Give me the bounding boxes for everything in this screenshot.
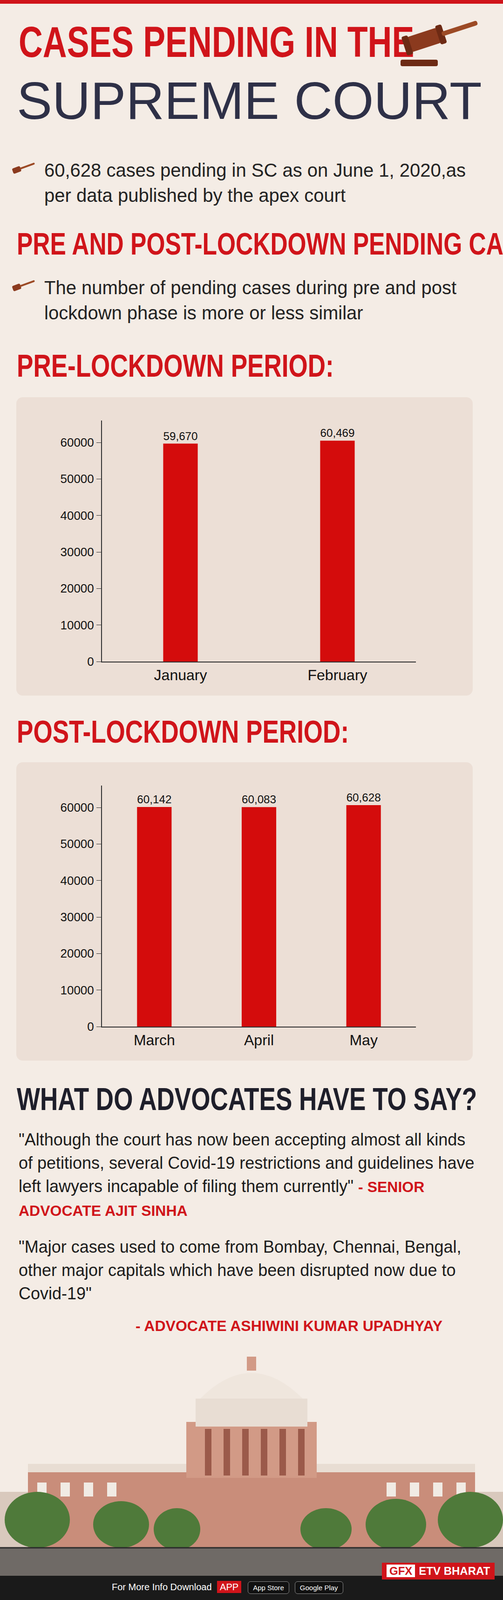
svg-text:May: May (349, 1030, 378, 1048)
html-text:Google Play: Google Play (299, 1582, 338, 1591)
svg-text:60000: 60000 (60, 435, 94, 449)
svg-text:60,628: 60,628 (346, 790, 381, 803)
svg-text:60,142: 60,142 (136, 792, 172, 805)
svg-text:0: 0 (87, 1018, 94, 1033)
svg-text:50000: 50000 (60, 836, 94, 850)
html-text:App Store: App Store (252, 1582, 285, 1591)
svg-text:April: April (244, 1030, 274, 1048)
svg-text:February: February (307, 666, 368, 683)
svg-text:40000: 40000 (60, 508, 94, 523)
html-text:ETV BHARAT: ETV BHARAT (418, 1563, 491, 1576)
svg-text:60,083: 60,083 (241, 792, 277, 805)
svg-text:March: March (133, 1030, 176, 1048)
html-text:CASES PENDING IN THE: CASES PENDING IN THE (18, 18, 415, 66)
svg-text:60000: 60000 (60, 799, 94, 814)
svg-text:20000: 20000 (60, 580, 94, 595)
svg-text:60,469: 60,469 (319, 426, 355, 439)
svg-text:January: January (154, 666, 208, 683)
html-text:For More Info Download: For More Info Download (111, 1580, 215, 1591)
svg-text:10000: 10000 (60, 982, 94, 997)
svg-text:40000: 40000 (60, 872, 94, 887)
html-text:WHAT DO ADVOCATES HAVE TO SAY?: WHAT DO ADVOCATES HAVE TO SAY? (16, 1080, 478, 1116)
html-text:60,628 cases pending in SC as: 60,628 cases pending in SC as on June 1,… (44, 159, 466, 206)
svg-text:50000: 50000 (60, 471, 94, 486)
html-text:The number of pending cases du: The number of pending cases during pre a… (44, 277, 457, 323)
html-text:- ADVOCATE ASHIWINI KUMAR UPAD: - ADVOCATE ASHIWINI KUMAR UPADHYAY (135, 1316, 443, 1333)
html-text:APP: APP (219, 1580, 239, 1591)
html-text:"Although the court has now be: "Although the court has now been accepti… (18, 1128, 475, 1218)
html-text:SUPREME COURT: SUPREME COURT (16, 70, 482, 130)
svg-text:59,670: 59,670 (163, 429, 198, 442)
svg-text:20000: 20000 (60, 945, 94, 960)
svg-text:30000: 30000 (60, 544, 94, 559)
svg-text:30000: 30000 (60, 909, 94, 924)
html-text:PRE-LOCKDOWN PERIOD:: PRE-LOCKDOWN PERIOD: (16, 347, 334, 383)
html-text:"Major cases used to come from: "Major cases used to come from Bombay, C… (18, 1236, 462, 1302)
svg-text:10000: 10000 (60, 617, 94, 632)
html-text:POST-LOCKDOWN PERIOD:: POST-LOCKDOWN PERIOD: (16, 713, 349, 749)
svg-text:0: 0 (87, 653, 94, 668)
html-text:GFX: GFX (389, 1563, 413, 1576)
